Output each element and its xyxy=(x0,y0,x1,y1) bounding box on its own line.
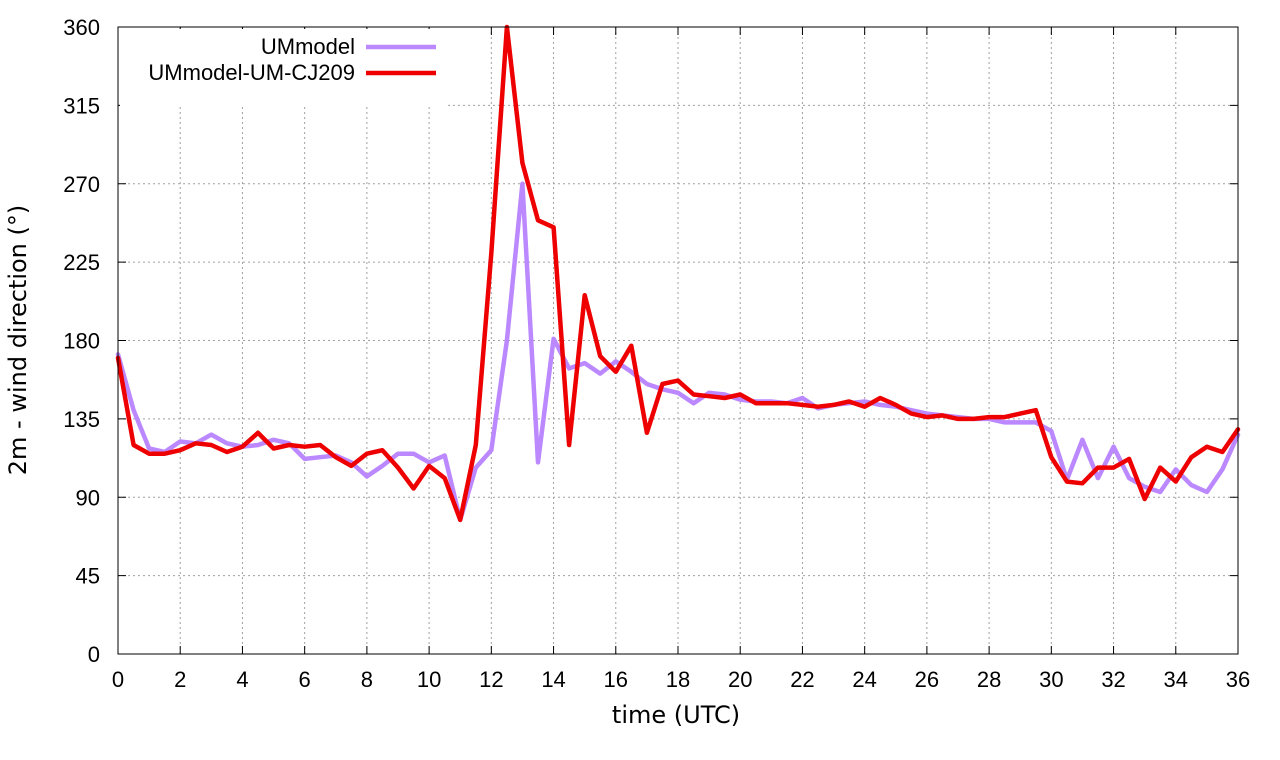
y-tick-label: 45 xyxy=(76,564,100,589)
x-tick-label: 14 xyxy=(541,667,565,692)
x-tick-label: 24 xyxy=(852,667,876,692)
grid-lines xyxy=(118,27,1238,654)
x-tick-label: 32 xyxy=(1101,667,1125,692)
x-tick-label: 2 xyxy=(174,667,186,692)
x-tick-label: 0 xyxy=(112,667,124,692)
legend-label: UMmodel xyxy=(261,34,355,59)
legend-background xyxy=(120,29,448,107)
x-tick-label: 4 xyxy=(236,667,248,692)
y-tick-label: 180 xyxy=(63,329,100,354)
y-tick-label: 360 xyxy=(63,15,100,40)
x-tick-label: 12 xyxy=(479,667,503,692)
series-line-1 xyxy=(115,24,1241,523)
y-tick-label: 0 xyxy=(88,642,100,667)
y-tick-label: 90 xyxy=(76,485,100,510)
legend-label: UMmodel-UM-CJ209 xyxy=(148,60,355,85)
x-tick-label: 28 xyxy=(977,667,1001,692)
axis-ticks: 0 2 4 6 8 10 12 14 16 18 20 22 24 26 28 30 32 34 360459013… xyxy=(63,15,1250,692)
y-axis-label: 2m - wind direction (°) xyxy=(4,205,32,475)
series-line-0 xyxy=(115,181,1241,523)
x-tick-label: 6 xyxy=(299,667,311,692)
x-tick-label: 8 xyxy=(361,667,373,692)
x-tick-label: 30 xyxy=(1039,667,1063,692)
y-tick-label: 315 xyxy=(63,93,100,118)
y-tick-label: 225 xyxy=(63,250,100,275)
x-tick-label: 22 xyxy=(790,667,814,692)
x-tick-label: 20 xyxy=(728,667,752,692)
x-axis-label: time (UTC) xyxy=(612,701,740,729)
x-tick-label: 34 xyxy=(1164,667,1188,692)
series-lines xyxy=(115,24,1241,523)
x-tick-label: 26 xyxy=(915,667,939,692)
y-tick-label: 135 xyxy=(63,407,100,432)
x-tick-label: 16 xyxy=(604,667,628,692)
x-tick-label: 10 xyxy=(417,667,441,692)
x-tick-label: 36 xyxy=(1226,667,1250,692)
y-tick-label: 270 xyxy=(63,172,100,197)
x-tick-label: 18 xyxy=(666,667,690,692)
